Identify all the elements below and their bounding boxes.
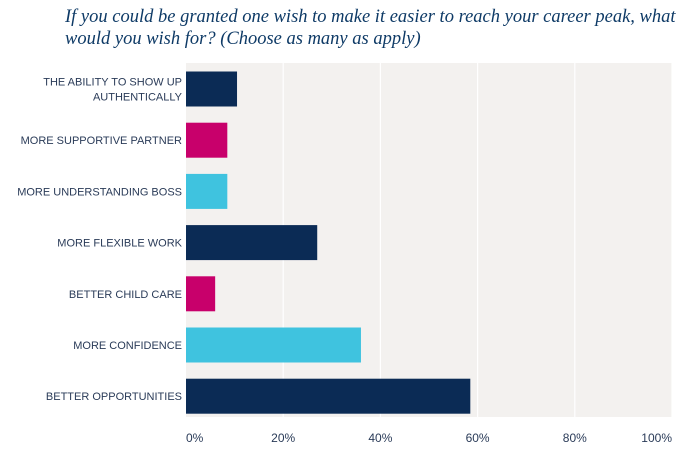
bar-5: [186, 327, 361, 363]
x-tick-label-40: 40%: [368, 431, 392, 445]
bars: [186, 71, 471, 414]
bar-1: [186, 122, 228, 158]
category-label-line: AUTHENTICALLY: [93, 92, 183, 104]
x-tick-label-80: 80%: [563, 431, 587, 445]
gridlines: [282, 63, 673, 417]
category-labels: THE ABILITY TO SHOW UP AUTHENTICALLY MORE …: [17, 77, 182, 404]
x-tick-label-20: 20%: [271, 431, 295, 445]
category-label-line: THE ABILITY TO SHOW UP: [43, 77, 182, 89]
x-tick-label-60: 60%: [466, 431, 490, 445]
bar-6: [186, 378, 471, 414]
category-label-line: MORE SUPPORTIVE PARTNER: [21, 135, 182, 147]
category-label-line: BETTER OPPORTUNITIES: [46, 391, 182, 403]
bar-4: [186, 276, 216, 312]
bar-3: [186, 225, 318, 261]
category-label-1: MORE SUPPORTIVE PARTNER: [21, 135, 182, 147]
category-label-2: MORE UNDERSTANDING BOSS: [17, 186, 182, 198]
bar-0: [186, 71, 238, 107]
category-label-line: MORE UNDERSTANDING BOSS: [17, 186, 182, 198]
category-label-6: BETTER OPPORTUNITIES: [46, 391, 182, 403]
x-tick-label-100: 100%: [641, 431, 672, 445]
category-label-line: MORE CONFIDENCE: [73, 340, 182, 352]
category-label-3: MORE FLEXIBLE WORK: [57, 238, 182, 250]
bar-2: [186, 173, 228, 209]
category-label-0: THE ABILITY TO SHOW UP AUTHENTICALLY: [43, 77, 182, 104]
category-label-5: MORE CONFIDENCE: [73, 340, 182, 352]
x-tick-label-0: 0%: [186, 431, 204, 445]
chart-title: If you could be granted one wish to make…: [65, 7, 676, 49]
category-label-4: BETTER CHILD CARE: [69, 289, 182, 301]
category-label-line: MORE FLEXIBLE WORK: [57, 238, 182, 250]
category-label-line: BETTER CHILD CARE: [69, 289, 182, 301]
x-tick-labels: 0% 20% 40% 60% 80% 100%: [186, 431, 672, 445]
